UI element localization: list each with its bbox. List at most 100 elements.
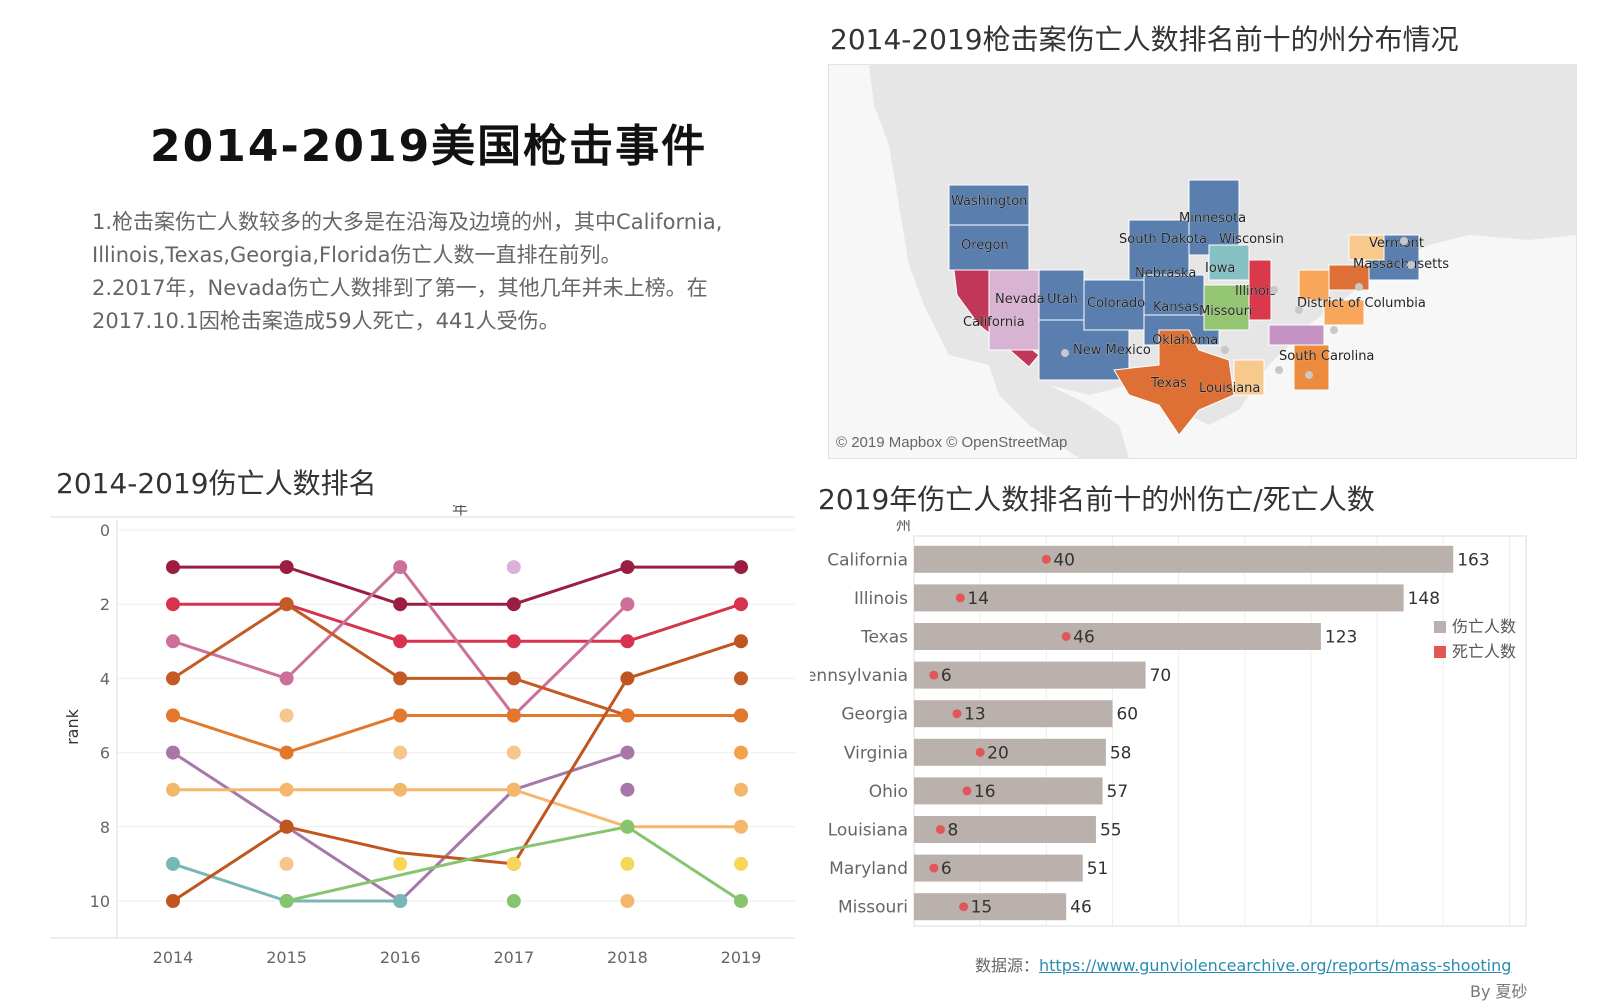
rank-point[interactable] bbox=[166, 745, 180, 760]
rank-point[interactable] bbox=[620, 634, 635, 649]
rank-series-line bbox=[172, 602, 741, 717]
rank-point[interactable] bbox=[279, 708, 294, 723]
region-minnesota bbox=[1188, 179, 1240, 256]
rank-point[interactable] bbox=[620, 671, 635, 686]
rank-point[interactable] bbox=[506, 894, 521, 908]
map-dot bbox=[1295, 306, 1303, 314]
rank-point[interactable] bbox=[166, 671, 180, 686]
death-point[interactable] bbox=[1041, 554, 1051, 564]
rank-point[interactable] bbox=[393, 894, 408, 908]
us-map[interactable]: Washington Oregon California Nevada Utah… bbox=[829, 65, 1576, 458]
rank-point[interactable] bbox=[393, 634, 408, 649]
rank-point[interactable] bbox=[166, 894, 180, 908]
death-point[interactable] bbox=[929, 863, 939, 873]
state-label-nebraska: Nebraska bbox=[1135, 266, 1196, 281]
injury-bar[interactable] bbox=[914, 738, 1106, 766]
rank-x-tick-label: 2014 bbox=[153, 948, 194, 967]
injury-bar[interactable] bbox=[914, 623, 1321, 650]
rank-point[interactable] bbox=[620, 597, 635, 612]
rank-point[interactable] bbox=[734, 819, 748, 834]
rank-point[interactable] bbox=[166, 782, 180, 797]
map-dot bbox=[1355, 283, 1363, 291]
rank-point[interactable] bbox=[506, 708, 521, 723]
rank-point[interactable] bbox=[393, 560, 408, 575]
rank-point[interactable] bbox=[279, 819, 294, 834]
rank-point[interactable] bbox=[506, 634, 521, 649]
death-point[interactable] bbox=[952, 709, 962, 719]
bar-chart[interactable]: 州 California 163 40 Illinois 148 14 Texas 123 46… bbox=[810, 520, 1580, 930]
rank-point[interactable] bbox=[166, 560, 180, 575]
death-point[interactable] bbox=[1061, 632, 1071, 641]
rank-point[interactable] bbox=[734, 708, 748, 723]
rank-point[interactable] bbox=[734, 894, 748, 908]
injury-bar[interactable] bbox=[914, 700, 1113, 728]
state-label-oregon: Oregon bbox=[961, 238, 1009, 253]
rank-point[interactable] bbox=[506, 856, 521, 871]
rank-point[interactable] bbox=[506, 782, 521, 797]
rank-point[interactable] bbox=[166, 634, 180, 649]
injury-bar[interactable] bbox=[914, 854, 1083, 882]
rank-point[interactable] bbox=[620, 894, 635, 908]
source-link[interactable]: https://www.gunviolencearchive.org/repor… bbox=[1039, 956, 1512, 975]
injury-bar[interactable] bbox=[914, 777, 1103, 805]
bar-category-label: Virginia bbox=[844, 743, 908, 763]
rank-point[interactable] bbox=[734, 597, 748, 612]
rank-point[interactable] bbox=[506, 560, 521, 575]
bar-category-label: Maryland bbox=[829, 859, 908, 879]
state-label-vermont: Vermont bbox=[1369, 236, 1424, 251]
rank-point[interactable] bbox=[166, 708, 180, 723]
injury-bar[interactable] bbox=[914, 584, 1404, 612]
rank-point[interactable] bbox=[279, 856, 294, 871]
rank-point[interactable] bbox=[279, 745, 294, 760]
state-label-missouri: Missouri bbox=[1199, 304, 1253, 319]
rank-point[interactable] bbox=[734, 671, 748, 686]
map-panel[interactable]: Washington Oregon California Nevada Utah… bbox=[828, 64, 1577, 459]
death-point[interactable] bbox=[929, 670, 939, 680]
rank-point[interactable] bbox=[393, 708, 408, 723]
rank-point[interactable] bbox=[620, 708, 635, 723]
rank-point[interactable] bbox=[734, 856, 748, 871]
rank-point[interactable] bbox=[734, 560, 748, 575]
rank-point[interactable] bbox=[393, 856, 408, 871]
injury-bar[interactable] bbox=[914, 893, 1067, 921]
death-point[interactable] bbox=[975, 747, 985, 757]
rank-point[interactable] bbox=[393, 745, 408, 760]
legend-label: 伤亡人数 bbox=[1452, 617, 1516, 636]
rank-point[interactable] bbox=[166, 856, 180, 871]
rank-point[interactable] bbox=[393, 671, 408, 686]
death-point[interactable] bbox=[959, 902, 969, 912]
injury-value-label: 163 bbox=[1457, 550, 1489, 570]
rank-point[interactable] bbox=[279, 560, 294, 575]
rank-point[interactable] bbox=[734, 782, 748, 797]
rank-point[interactable] bbox=[506, 671, 521, 686]
death-point[interactable] bbox=[935, 825, 945, 834]
injury-bar[interactable] bbox=[914, 661, 1146, 689]
rank-point[interactable] bbox=[620, 782, 635, 797]
rank-point[interactable] bbox=[734, 634, 748, 649]
rank-point[interactable] bbox=[506, 597, 521, 612]
death-point[interactable] bbox=[955, 593, 965, 603]
rank-point[interactable] bbox=[279, 671, 294, 686]
rank-x-tick-label: 2017 bbox=[493, 948, 534, 967]
bar-chart-ylabel: 州 bbox=[896, 520, 911, 534]
rank-point[interactable] bbox=[393, 597, 408, 612]
injury-value-label: 70 bbox=[1150, 666, 1172, 686]
injury-bar[interactable] bbox=[914, 545, 1454, 573]
rank-x-tick-label: 2015 bbox=[266, 948, 307, 967]
rank-point[interactable] bbox=[166, 597, 180, 612]
rank-point[interactable] bbox=[279, 782, 294, 797]
rank-point[interactable] bbox=[734, 745, 748, 760]
region-colorado bbox=[1083, 279, 1145, 331]
rank-point[interactable] bbox=[620, 856, 635, 871]
rank-point[interactable] bbox=[393, 782, 408, 797]
rank-point[interactable] bbox=[279, 597, 294, 612]
state-label-colorado: Colorado bbox=[1087, 296, 1145, 311]
rank-point[interactable] bbox=[279, 894, 294, 908]
map-dot bbox=[1407, 261, 1415, 269]
rank-chart[interactable]: 年 rank 0 2 4 6 8 10 2014 2015 2016 2017 2018 2019 bbox=[50, 505, 800, 990]
rank-point[interactable] bbox=[620, 560, 635, 575]
rank-point[interactable] bbox=[620, 745, 635, 760]
rank-point[interactable] bbox=[620, 819, 635, 834]
rank-point[interactable] bbox=[506, 745, 521, 760]
death-point[interactable] bbox=[962, 786, 972, 796]
